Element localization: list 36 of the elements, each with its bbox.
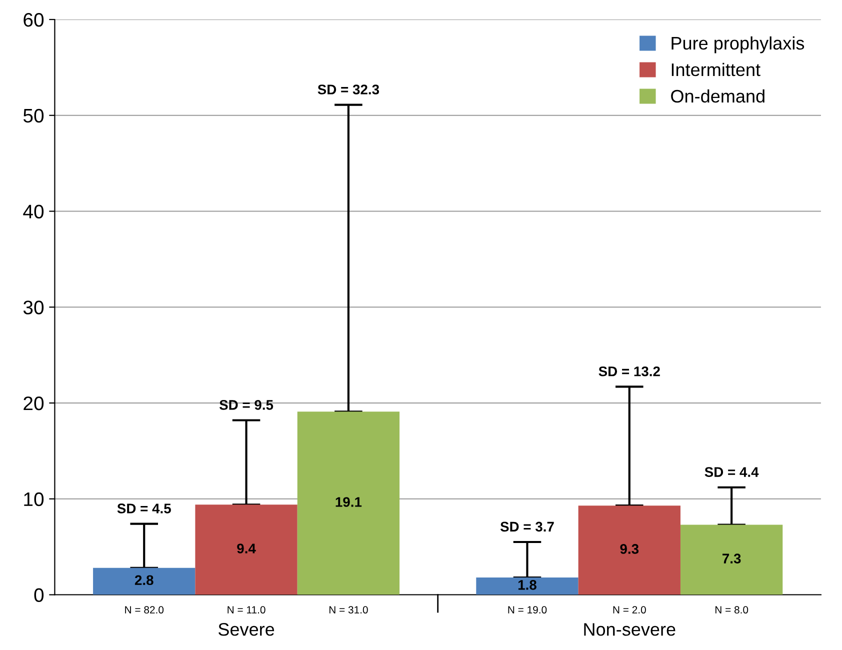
bar (297, 412, 400, 595)
data-label: 19.1 (336, 497, 362, 507)
data-label: 7.3 (722, 554, 741, 564)
legend-label: Pure prophylaxis (672, 36, 804, 54)
bar (578, 506, 680, 595)
y-tick-label: 60 (24, 12, 44, 27)
bar (93, 568, 196, 595)
annotation: SD = 4.4 (704, 467, 759, 477)
y-tick-label: 0 (34, 588, 44, 602)
x-tick-label: Severe (218, 623, 274, 636)
data-label: 9.3 (620, 544, 639, 554)
text: N = 8.0 (715, 606, 748, 614)
text: N = 2.0 (613, 606, 646, 614)
data-label: 1.8 (518, 580, 536, 590)
annotation: SD = 9.5 (219, 400, 274, 410)
bar (195, 504, 298, 595)
y-tick-label: 10 (24, 492, 44, 506)
data-label: 9.4 (237, 544, 256, 554)
text: N = 82.0 (125, 606, 164, 614)
legend-label: Intermittent (672, 62, 760, 76)
text: N = 11.0 (228, 606, 266, 614)
bar (680, 524, 783, 595)
bar (476, 577, 578, 595)
annotation: SD = 32.3 (318, 84, 380, 94)
annotation: SD = 4.5 (117, 504, 171, 514)
y-tick-label: 30 (23, 300, 44, 314)
y-tick-label: 50 (23, 108, 44, 123)
y-tick-label: 40 (23, 204, 44, 218)
text: N = 19.0 (508, 606, 547, 614)
x-tick-label: Non-severe (584, 623, 676, 636)
annotation: SD = 3.7 (500, 522, 554, 532)
annotation: SD = 13.2 (598, 366, 660, 376)
legend-label: On-demand (671, 89, 764, 103)
y-tick-label: 20 (24, 396, 44, 410)
text: N = 31.0 (329, 606, 368, 614)
data-label: 2.8 (134, 575, 154, 586)
